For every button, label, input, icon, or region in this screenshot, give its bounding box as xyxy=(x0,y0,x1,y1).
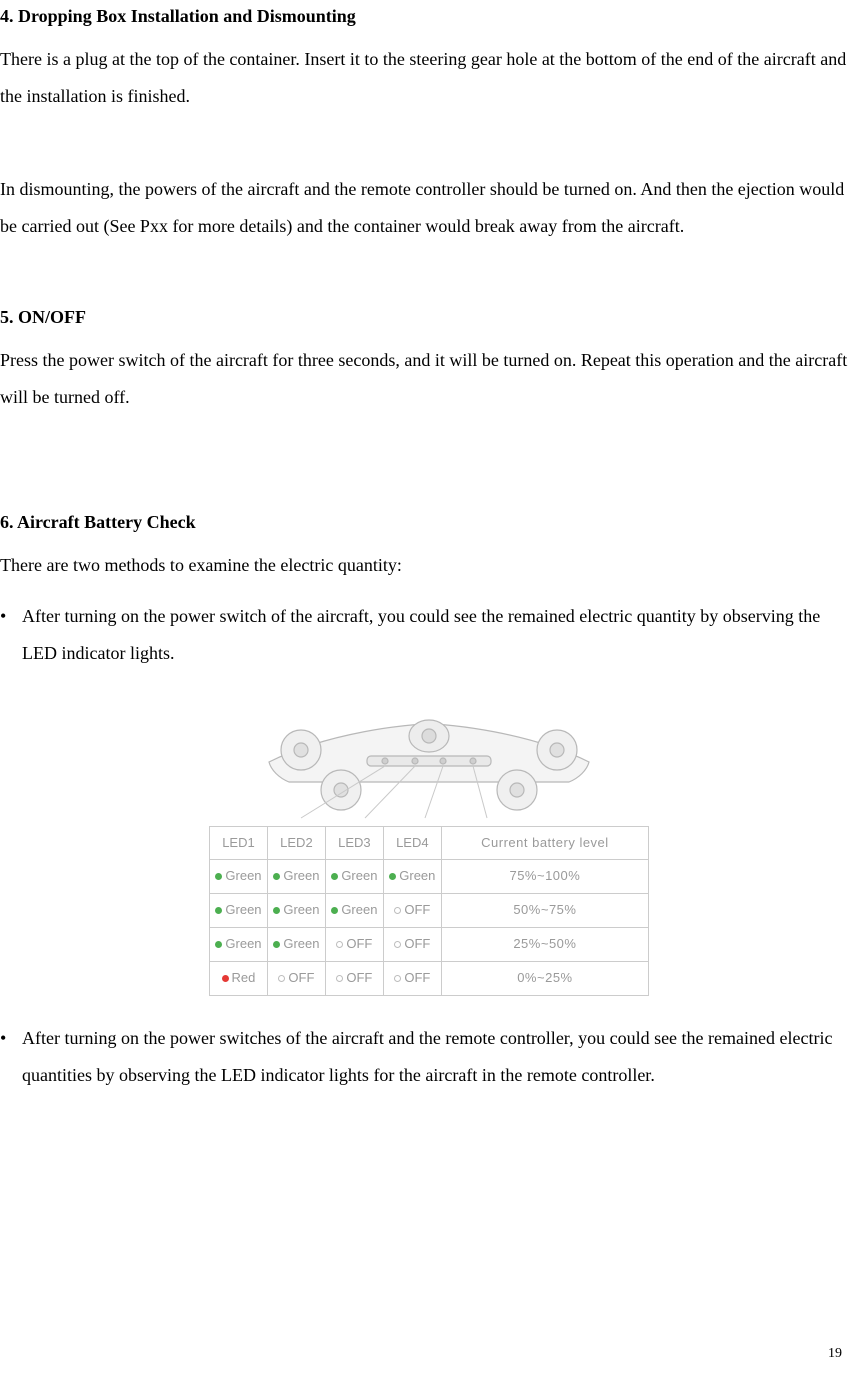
col-battery-level: Current battery level xyxy=(441,826,648,860)
section4-p2: In dismounting, the powers of the aircra… xyxy=(0,171,858,245)
battery-level-cell: 75%~100% xyxy=(441,860,648,894)
col-led3: LED3 xyxy=(325,826,383,860)
aircraft-figure: LED1 LED2 LED3 LED4 Current battery leve… xyxy=(209,690,649,996)
section5-heading: 5. ON/OFF xyxy=(0,305,858,330)
table-header-row: LED1 LED2 LED3 LED4 Current battery leve… xyxy=(210,826,649,860)
led-cell: OFF xyxy=(267,961,325,995)
battery-level-table: LED1 LED2 LED3 LED4 Current battery leve… xyxy=(209,826,649,996)
battery-level-cell: 25%~50% xyxy=(441,927,648,961)
section4-p1: There is a plug at the top of the contai… xyxy=(0,41,858,115)
led-cell: Red xyxy=(210,961,268,995)
led-cell: Green xyxy=(210,894,268,928)
col-led1: LED1 xyxy=(210,826,268,860)
led-cell: Green xyxy=(210,927,268,961)
table-row: GreenGreenGreenGreen75%~100% xyxy=(210,860,649,894)
col-led4: LED4 xyxy=(383,826,441,860)
led-cell: Green xyxy=(383,860,441,894)
bullet-item-2: • After turning on the power switches of… xyxy=(0,1020,858,1094)
led-cell: OFF xyxy=(383,894,441,928)
led-cell: Green xyxy=(267,894,325,928)
led-cell: OFF xyxy=(325,961,383,995)
led-cell: OFF xyxy=(383,927,441,961)
table-row: GreenGreenGreenOFF50%~75% xyxy=(210,894,649,928)
battery-level-cell: 50%~75% xyxy=(441,894,648,928)
led-cell: Green xyxy=(210,860,268,894)
bullet1-text: After turning on the power switch of the… xyxy=(22,598,858,672)
col-led2: LED2 xyxy=(267,826,325,860)
section5-p1: Press the power switch of the aircraft f… xyxy=(0,342,858,416)
section6-heading: 6. Aircraft Battery Check xyxy=(0,510,858,535)
table-row: RedOFFOFFOFF0%~25% xyxy=(210,961,649,995)
section4-heading: 4. Dropping Box Installation and Dismoun… xyxy=(0,4,858,29)
led-cell: Green xyxy=(325,860,383,894)
battery-level-cell: 0%~25% xyxy=(441,961,648,995)
section6-intro: There are two methods to examine the ele… xyxy=(0,547,858,584)
aircraft-diagram-svg xyxy=(209,690,649,820)
bullet-item-1: • After turning on the power switch of t… xyxy=(0,598,858,672)
bullet2-text: After turning on the power switches of t… xyxy=(22,1020,858,1094)
bullet-dot-icon: • xyxy=(0,598,22,672)
led-cell: OFF xyxy=(325,927,383,961)
page-number: 19 xyxy=(828,1340,842,1369)
led-cell: Green xyxy=(267,927,325,961)
led-cell: OFF xyxy=(383,961,441,995)
bullet-dot-icon: • xyxy=(0,1020,22,1094)
table-row: GreenGreenOFFOFF25%~50% xyxy=(210,927,649,961)
led-cell: Green xyxy=(325,894,383,928)
led-cell: Green xyxy=(267,860,325,894)
